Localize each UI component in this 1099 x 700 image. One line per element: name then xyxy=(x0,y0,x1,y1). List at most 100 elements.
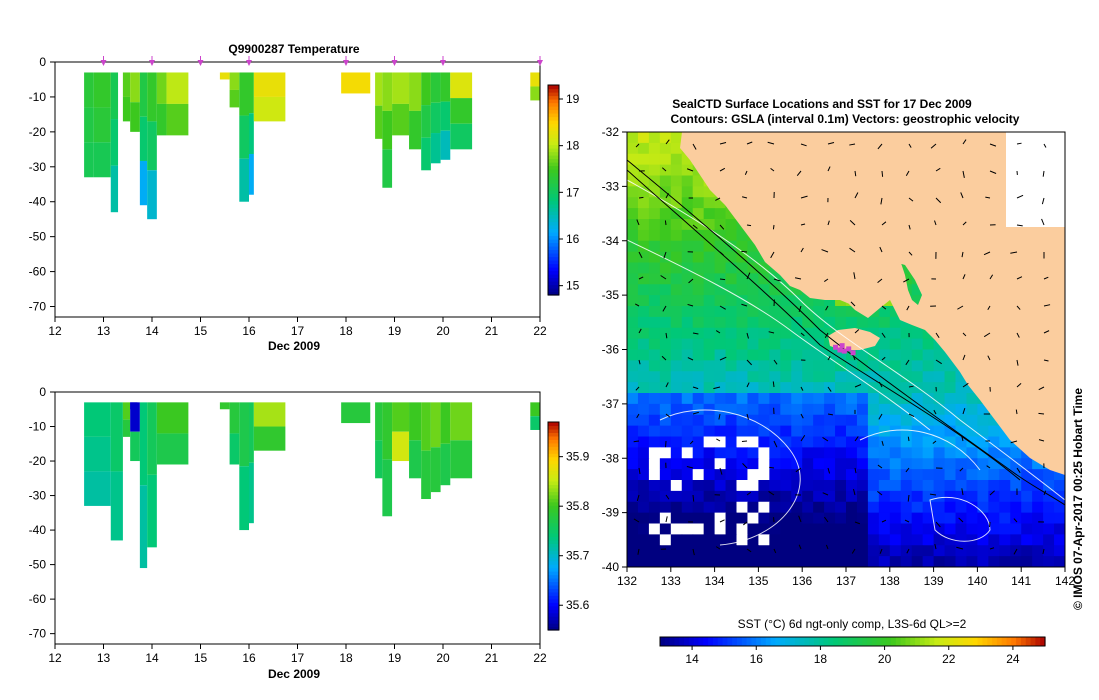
sst-cell xyxy=(637,349,650,361)
colorbar-frame xyxy=(547,84,560,296)
colorbar-segment xyxy=(548,591,559,596)
sst-cell xyxy=(769,295,781,307)
sst-cell xyxy=(659,208,672,220)
sst-cell xyxy=(824,360,836,372)
sst-cell xyxy=(867,556,880,567)
sst-cell xyxy=(637,229,650,242)
sst-cell xyxy=(659,360,672,372)
p2-profile-cell xyxy=(156,433,189,465)
velocity-vector xyxy=(958,517,964,523)
sst-cell xyxy=(627,208,639,220)
velocity-vector xyxy=(746,359,753,366)
sst-cell xyxy=(1021,469,1033,481)
sst-cell xyxy=(922,523,935,535)
p1-profile-cell xyxy=(166,103,189,136)
sst-colorbar-segment xyxy=(924,637,931,646)
sst-cell xyxy=(627,480,639,492)
sst-colorbar-segment xyxy=(871,637,878,646)
sst-cell xyxy=(944,436,956,448)
colorbar-segment xyxy=(548,256,559,261)
velocity-vector xyxy=(880,197,883,205)
australian-coastline-land xyxy=(680,132,1065,475)
colorbar-segment xyxy=(548,550,559,555)
sst-cell xyxy=(900,436,913,448)
sst-cell xyxy=(670,186,683,198)
sst-cell xyxy=(977,480,989,492)
p2-profile-5 xyxy=(139,402,148,569)
colorbar-segment xyxy=(548,239,559,244)
velocity-vector xyxy=(663,251,667,259)
velocity-vector xyxy=(686,466,694,469)
sst-cell xyxy=(802,338,814,350)
sst-cell xyxy=(637,403,650,416)
sst-cell xyxy=(692,284,705,296)
sst-cell xyxy=(824,512,836,524)
velocity-vector xyxy=(719,356,727,361)
sst-cell xyxy=(780,545,792,557)
sst-cell xyxy=(835,316,847,329)
sst-colorbar-segment xyxy=(910,637,916,646)
sst-cell xyxy=(966,458,978,470)
velocity-vector xyxy=(854,329,860,334)
velocity-vector xyxy=(825,544,829,550)
sst-cell xyxy=(977,490,989,503)
sst-cell xyxy=(1043,534,1055,546)
sst-cell xyxy=(747,360,759,372)
colorbar-segment xyxy=(548,571,559,576)
velocity-vector xyxy=(1013,548,1018,555)
velocity-vector xyxy=(881,356,886,361)
sst-cell xyxy=(703,262,716,274)
sst-map-panel: SealCTD Surface Locations and SST for 17… xyxy=(602,97,1085,666)
sst-cell xyxy=(813,393,825,405)
colorbar-segment xyxy=(548,505,559,510)
sst-cell xyxy=(911,512,924,524)
sst-cell xyxy=(681,545,694,557)
sst-cell xyxy=(856,523,869,535)
sst-cell xyxy=(637,153,650,166)
p1-profile-cell xyxy=(382,149,393,188)
colorbar-segment xyxy=(548,581,559,586)
velocity-vector xyxy=(961,488,964,496)
sst-cell xyxy=(747,393,759,405)
p2-profile-cell xyxy=(382,402,393,460)
sst-cell xyxy=(780,393,792,405)
x-tick-label: 20 xyxy=(436,324,450,338)
p1-profile-cell xyxy=(249,72,254,114)
sst-cell xyxy=(725,295,737,307)
velocity-vector xyxy=(665,382,669,388)
sst-cell xyxy=(922,436,935,448)
velocity-vector xyxy=(881,305,887,310)
sst-cell xyxy=(856,360,869,372)
temperature-x-label: Dec 2009 xyxy=(268,339,320,353)
sst-cell xyxy=(999,469,1011,481)
sst-cell xyxy=(846,523,858,535)
velocity-vector xyxy=(1016,305,1021,310)
profile-marker xyxy=(246,60,252,66)
p1-profile-cell xyxy=(122,96,131,122)
velocity-vector xyxy=(692,386,699,390)
sst-cell xyxy=(922,545,935,557)
sst-colorbar-segment xyxy=(857,637,863,646)
p2-profile-cell xyxy=(375,440,383,479)
sst-cell xyxy=(703,490,716,503)
sst-cell xyxy=(835,436,847,448)
sst-cell xyxy=(725,480,737,492)
sst-cell xyxy=(670,480,683,492)
sst-cell xyxy=(627,295,639,307)
sst-cell xyxy=(966,501,978,514)
sst-cell xyxy=(670,219,683,231)
p2-profile-cell xyxy=(229,433,240,465)
sst-cell xyxy=(933,490,946,503)
sst-cell xyxy=(659,501,672,514)
sst-cell xyxy=(813,306,825,318)
sst-cell xyxy=(637,490,650,503)
sst-colorbar-segment xyxy=(814,637,820,646)
sst-cell xyxy=(703,208,716,220)
sst-cell xyxy=(670,556,683,567)
sst-cell xyxy=(977,436,989,448)
sst-cell xyxy=(780,306,792,318)
sst-cell xyxy=(769,403,781,416)
sst-cell xyxy=(780,382,792,394)
sst-cell xyxy=(681,512,694,524)
sst-cell xyxy=(813,327,825,340)
